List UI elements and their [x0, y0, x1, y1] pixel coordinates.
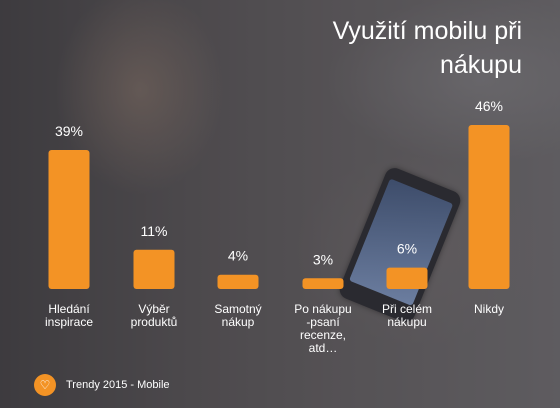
heart-icon: ♡ — [34, 374, 56, 396]
category-label-3: Po nákupu -psaní recenze, atd… — [294, 302, 351, 355]
value-label-4: 6% — [397, 241, 417, 257]
bar-4 — [386, 267, 428, 289]
value-label-5: 46% — [475, 98, 503, 114]
value-label-3: 3% — [313, 251, 333, 267]
category-label-4: Při celém nákupu — [382, 302, 432, 329]
bar-2 — [217, 274, 259, 289]
category-label-0: Hledání inspirace — [45, 302, 93, 329]
category-label-5: Nikdy — [474, 302, 504, 316]
bar-5 — [468, 125, 510, 289]
chart-title: Využití mobilu při nákupu — [332, 17, 522, 79]
bar-3 — [302, 278, 344, 289]
value-label-1: 11% — [141, 223, 168, 239]
category-label-1: Výběr produktů — [131, 302, 178, 329]
bar-0 — [48, 150, 90, 289]
footer-text: Trendy 2015 - Mobile — [66, 379, 170, 391]
bar-1 — [133, 249, 175, 289]
category-label-2: Samotný nákup — [214, 302, 261, 329]
footer: ♡ Trendy 2015 - Mobile — [34, 374, 170, 396]
value-label-2: 4% — [228, 248, 248, 264]
value-label-0: 39% — [55, 123, 83, 139]
